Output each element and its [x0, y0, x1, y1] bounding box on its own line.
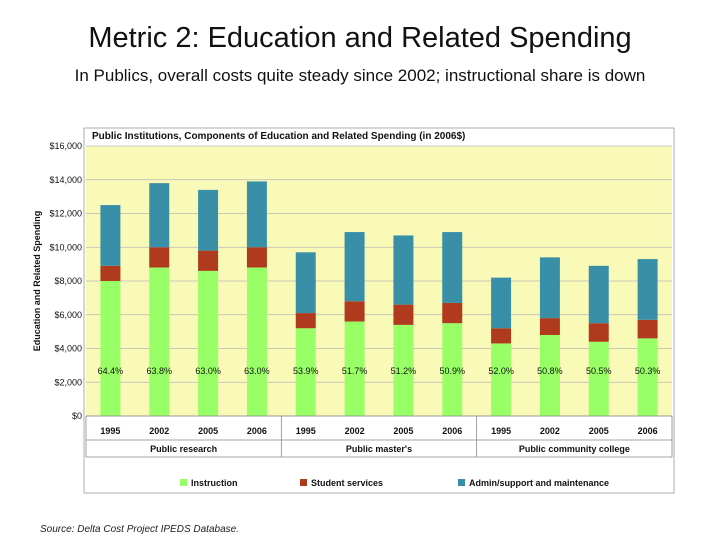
bar-student-services	[637, 319, 658, 339]
bar-student-services	[198, 250, 219, 271]
bar-admin-support-and-maintenance	[100, 205, 121, 266]
bar-admin-support-and-maintenance	[295, 252, 316, 314]
bar-instruction	[442, 323, 463, 416]
y-tick-label: $10,000	[49, 242, 82, 252]
chart-title: Public Institutions, Components of Educa…	[92, 131, 465, 142]
group-label: Public community college	[519, 444, 630, 454]
group-label: Public research	[150, 444, 217, 454]
slide-subtitle: In Publics, overall costs quite steady s…	[74, 66, 646, 85]
source-note: Source: Delta Cost Project IPEDS Databas…	[40, 524, 239, 535]
legend: Instruction Student services Admin/support…	[180, 478, 609, 488]
x-tick-label: 1995	[491, 426, 511, 436]
bar-instruction	[393, 324, 414, 416]
data-labels: 64.4% 63.8% 63.0% 63.0% 53.9% 51.7% 51.2% 50.9%…	[98, 366, 661, 376]
y-tick-label: $6,000	[54, 310, 82, 320]
data-label: 51.2%	[391, 366, 417, 376]
y-tick-label: $0	[72, 411, 82, 421]
bar-student-services	[491, 328, 512, 344]
bar-student-services	[539, 318, 560, 335]
bar-admin-support-and-maintenance	[588, 265, 609, 324]
data-label: 53.9%	[293, 366, 319, 376]
data-label: 50.5%	[586, 366, 612, 376]
data-label: 63.0%	[195, 366, 221, 376]
x-tick-label: 2006	[442, 426, 462, 436]
bar-student-services	[149, 247, 170, 268]
bar-student-services	[295, 313, 316, 329]
bar-instruction	[100, 281, 121, 416]
data-label: 50.9%	[439, 366, 465, 376]
group-labels: Public research Public master's Public com…	[85, 415, 673, 458]
y-tick-label: $16,000	[49, 141, 82, 151]
bar-admin-support-and-maintenance	[246, 181, 267, 248]
bar-admin-support-and-maintenance	[637, 259, 658, 320]
x-tick-label: 2002	[540, 426, 560, 436]
bar-admin-support-and-maintenance	[539, 257, 560, 319]
bar-admin-support-and-maintenance	[442, 232, 463, 303]
y-tick-label: $4,000	[54, 344, 82, 354]
data-label: 52.0%	[488, 366, 514, 376]
y-axis-label: Education and Related Spending	[32, 211, 42, 352]
legend-entry: Admin/support and maintenance	[469, 478, 609, 488]
bar-instruction	[539, 335, 560, 416]
y-tick-label: $8,000	[54, 276, 82, 286]
y-tick-label: $12,000	[49, 209, 82, 219]
bar-admin-support-and-maintenance	[344, 232, 365, 302]
x-tick-label: 2006	[638, 426, 658, 436]
bar-student-services	[393, 304, 414, 325]
slide-title: Metric 2: Education and Related Spending	[88, 22, 632, 54]
y-tick-label: $2,000	[54, 377, 82, 387]
x-tick-label: 2002	[345, 426, 365, 436]
data-label: 63.0%	[244, 366, 270, 376]
bar-instruction	[491, 343, 512, 416]
bars	[100, 181, 658, 416]
bar-instruction	[344, 321, 365, 416]
x-tick-label: 1995	[296, 426, 316, 436]
data-label: 63.8%	[146, 366, 172, 376]
bar-student-services	[344, 301, 365, 322]
legend-swatch	[458, 479, 465, 486]
bar-admin-support-and-maintenance	[393, 235, 414, 305]
bar-student-services	[442, 302, 463, 324]
bar-admin-support-and-maintenance	[491, 277, 512, 329]
x-tick-label: 2005	[393, 426, 413, 436]
bar-student-services	[246, 247, 267, 268]
y-tick-label: $14,000	[49, 175, 82, 185]
data-label: 50.8%	[537, 366, 563, 376]
bar-instruction	[295, 328, 316, 416]
data-label: 50.3%	[635, 366, 661, 376]
bar-instruction	[588, 341, 609, 416]
bar-student-services	[588, 323, 609, 342]
bar-instruction	[198, 270, 219, 416]
x-tick-label: 2006	[247, 426, 267, 436]
data-label: 64.4%	[98, 366, 124, 376]
x-tick-label: 2002	[149, 426, 169, 436]
bar-student-services	[100, 265, 121, 281]
bar-admin-support-and-maintenance	[198, 189, 219, 251]
x-category-labels: 1995 2002 2005 2006 1995 2002 2005 2006 1995 2002…	[100, 426, 657, 436]
x-tick-label: 1995	[100, 426, 120, 436]
legend-entry: Instruction	[191, 478, 238, 488]
legend-entry: Student services	[311, 478, 383, 488]
legend-swatch	[180, 479, 187, 486]
bar-instruction	[246, 267, 267, 416]
data-label: 51.7%	[342, 366, 368, 376]
group-label: Public master's	[346, 444, 412, 454]
legend-swatch	[300, 479, 307, 486]
x-tick-label: 2005	[589, 426, 609, 436]
bar-admin-support-and-maintenance	[149, 183, 170, 248]
bar-instruction	[637, 338, 658, 416]
x-tick-label: 2005	[198, 426, 218, 436]
y-tick-labels: $0 $2,000 $4,000 $6,000 $8,000 $10,000 $12,000…	[49, 141, 82, 421]
bar-instruction	[149, 267, 170, 416]
